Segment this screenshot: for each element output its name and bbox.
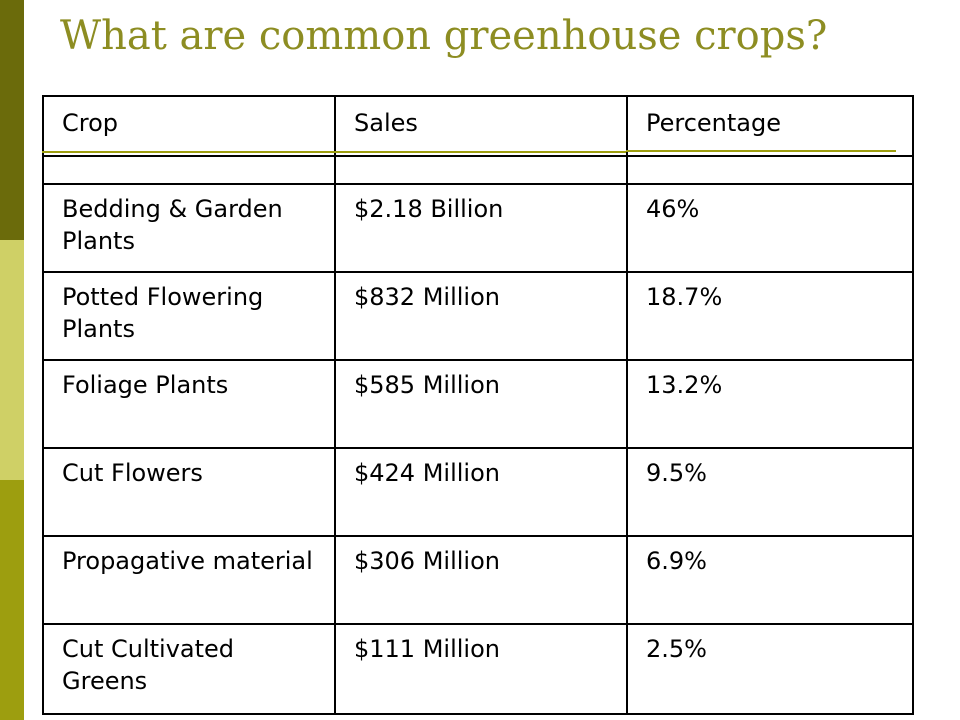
percentage-cell: 9.5% [626,447,914,537]
sales-cell: $832 Million [334,271,628,361]
header-percentage: Percentage [626,95,914,157]
crop-cell: Cut Cultivated Greens [42,623,336,715]
spacer-cell [626,155,914,185]
side-bar-mid [0,480,24,720]
table-row: Cut Flowers $424 Million 9.5% [42,447,914,537]
header-underline [626,150,896,152]
sales-cell: $585 Million [334,359,628,449]
slide-title: What are common greenhouse crops? [60,13,828,59]
header-sales: Sales [334,95,628,157]
crop-cell: Potted Flowering Plants [42,271,336,361]
sales-cell: $424 Million [334,447,628,537]
crops-table: Crop Sales Percentage Bedding & Garden P… [42,95,914,715]
side-bar-light [0,240,24,480]
spacer-cell [42,155,336,185]
sales-cell: $2.18 Billion [334,183,628,273]
table-spacer-row [42,155,914,185]
table-row: Foliage Plants $585 Million 13.2% [42,359,914,449]
side-bar-dark [0,0,24,240]
sales-cell: $111 Million [334,623,628,715]
percentage-cell: 18.7% [626,271,914,361]
spacer-cell [334,155,628,185]
crop-cell: Propagative material [42,535,336,625]
percentage-cell: 13.2% [626,359,914,449]
percentage-cell: 6.9% [626,535,914,625]
table-row: Propagative material $306 Million 6.9% [42,535,914,625]
crop-cell: Cut Flowers [42,447,336,537]
sales-cell: $306 Million [334,535,628,625]
header-crop: Crop [42,95,336,157]
crop-cell: Bedding & Garden Plants [42,183,336,273]
header-underline [42,151,336,153]
crop-cell: Foliage Plants [42,359,336,449]
table-row: Potted Flowering Plants $832 Million 18.… [42,271,914,361]
table-row: Cut Cultivated Greens $111 Million 2.5% [42,623,914,715]
header-underline [336,151,626,153]
percentage-cell: 46% [626,183,914,273]
table-header-row: Crop Sales Percentage [42,95,914,157]
percentage-cell: 2.5% [626,623,914,715]
table-row: Bedding & Garden Plants $2.18 Billion 46… [42,183,914,273]
